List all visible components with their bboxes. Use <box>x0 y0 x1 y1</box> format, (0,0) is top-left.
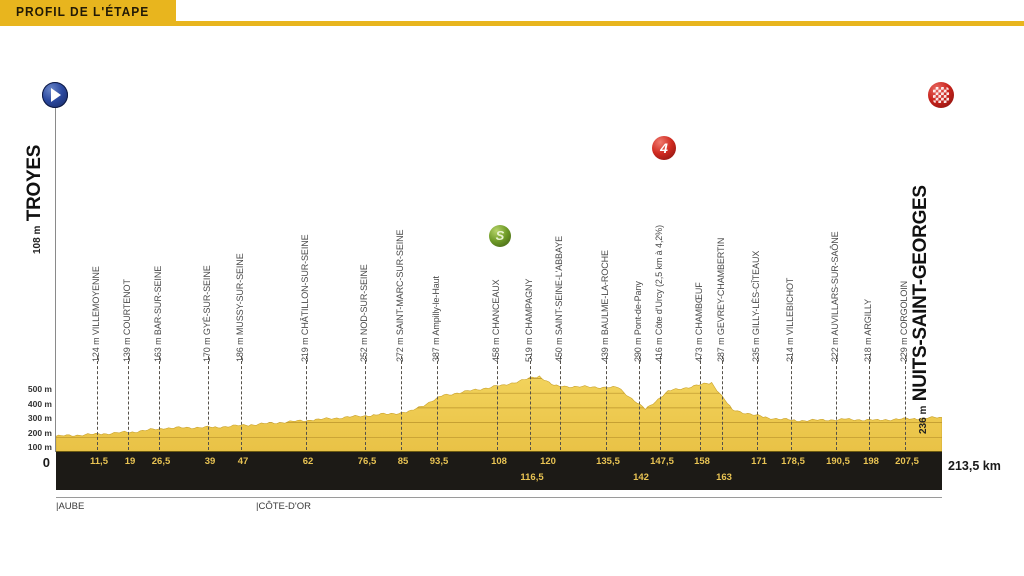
leader-line <box>722 356 723 450</box>
leader-line <box>159 356 160 450</box>
leader-line <box>869 356 870 450</box>
finish-label: 236 m NUITS-SAINT-GEORGES <box>910 185 932 434</box>
ylabel-300: 300 m <box>27 413 52 423</box>
leader-line <box>639 356 640 450</box>
start-altitude: 108 m <box>32 225 43 254</box>
leader-line <box>241 356 242 450</box>
leader-line <box>905 356 906 450</box>
distance-tick: 147,5 <box>650 456 674 467</box>
distance-tick: 135,5 <box>596 456 620 467</box>
ylabel-400: 400 m <box>27 398 52 409</box>
finish-altitude: 236 m <box>918 405 929 434</box>
distance-tick: 93,5 <box>429 456 449 467</box>
city-label: 124 m VILLEMOYENNE <box>91 266 101 362</box>
checkered-flag-icon <box>928 82 954 108</box>
profile-baseline <box>56 451 942 452</box>
distance-tick: 158 <box>694 456 710 467</box>
department-label: |CÔTE-D'OR <box>256 501 311 512</box>
leader-line <box>97 356 98 450</box>
start-label: 108 m TROYES <box>24 145 46 254</box>
leader-line <box>791 356 792 450</box>
elevation-axis-line <box>55 96 56 452</box>
distance-tick: 178,5 <box>781 456 805 467</box>
ylabel-500: 500 m <box>27 384 52 394</box>
distance-tick: 190,5 <box>826 456 850 467</box>
leader-line <box>700 356 701 450</box>
ylabel-200: 200 m <box>27 427 52 438</box>
distance-tick: 171 <box>751 456 767 467</box>
leader-line <box>606 356 607 450</box>
distance-tick: 39 <box>204 456 216 467</box>
city-label: 229 m CORGOLOIN <box>899 280 909 362</box>
city-label: 214 m VILLEBICHOT <box>785 277 795 362</box>
city-label: 290 m Pont-de-Pany <box>633 281 643 362</box>
distance-tick: 19 <box>124 456 136 467</box>
distance-tick: 163 <box>716 472 732 483</box>
department-rule <box>56 497 942 498</box>
climb-category-4-icon: 4 <box>652 136 676 160</box>
city-label: 287 m GEVREY-CHAMBERTIN <box>716 237 726 362</box>
city-label: 416 m Côte d'Urcy (2,5 km à 4,2%) <box>654 225 664 362</box>
city-label: 170 m GYÉ-SUR-SEINE <box>202 265 212 362</box>
distance-tick: 108 <box>491 456 507 467</box>
city-label: 473 m CHAMBŒUF <box>694 282 704 362</box>
start-arrow-icon <box>42 82 68 108</box>
sprint-marker-icon: S <box>489 225 511 247</box>
city-label: 186 m MUSSY-SUR-SEINE <box>235 253 245 362</box>
leader-line <box>757 356 758 450</box>
distance-tick: 11,5 <box>90 456 108 467</box>
city-label: 139 m COURTENOT <box>122 279 132 362</box>
leader-line <box>497 356 498 450</box>
city-label: 218 m ARGILLY <box>863 298 873 362</box>
distance-tick: 26,5 <box>151 456 171 467</box>
city-label: 219 m CHÂTILLON-SUR-SEINE <box>300 234 310 362</box>
elevation-axis-labels: 500 m 400 m 300 m 200 m 100 m <box>0 370 52 460</box>
distance-tick: 76,5 <box>357 456 377 467</box>
leader-line <box>836 356 837 450</box>
city-label: 272 m SAINT-MARC-SUR-SEINE <box>395 229 405 362</box>
city-label: 439 m BAULME-LA-ROCHE <box>600 250 610 362</box>
ylabel-zero: 0 <box>42 455 50 470</box>
city-label: 387 m Ampilly-le-Haut <box>431 276 441 362</box>
leader-line <box>401 356 402 450</box>
distance-tick: 47 <box>237 456 249 467</box>
leader-line <box>660 356 661 450</box>
city-label: 252 m NOD-SUR-SEINE <box>359 264 369 362</box>
terrain-fill <box>56 375 942 452</box>
department-label: |AUBE <box>56 501 85 512</box>
city-label: 222 m AUVILLARS-SUR-SAÔNE <box>830 231 840 362</box>
city-label: 458 m CHANCEAUX <box>491 279 501 362</box>
elevation-profile-chart <box>56 375 942 452</box>
leader-line <box>128 356 129 450</box>
finish-city: NUITS-SAINT-GEORGES <box>910 185 931 402</box>
leader-line <box>306 356 307 450</box>
leader-line <box>365 356 366 450</box>
leader-line <box>437 356 438 450</box>
leader-line <box>208 356 209 450</box>
ylabel-100: 100 m <box>27 442 52 452</box>
header-band-underline <box>0 21 1024 26</box>
distance-axis-bar <box>56 452 942 490</box>
distance-tick: 85 <box>397 456 409 467</box>
distance-tick: 207,5 <box>895 456 919 467</box>
leader-line <box>530 356 531 450</box>
checkered-pattern <box>933 87 949 103</box>
distance-tick: 198 <box>863 456 879 467</box>
total-distance-label: 213,5 km <box>948 459 1001 473</box>
distance-tick: 120 <box>540 456 556 467</box>
leader-line <box>560 356 561 450</box>
start-city: TROYES <box>24 144 45 222</box>
page-title: PROFIL DE L'ÉTAPE <box>16 4 150 19</box>
city-label: 519 m CHAMPAGNY <box>524 278 534 362</box>
distance-tick: 116,5 <box>520 472 544 483</box>
city-label: 163 m BAR-SUR-SEINE <box>153 265 163 362</box>
distance-tick: 62 <box>302 456 314 467</box>
distance-tick: 142 <box>633 472 649 483</box>
city-label: 450 m SAINT-SEINE-L'ABBAYE <box>554 236 564 362</box>
city-label: 235 m GILLY-LÈS-CÎTEAUX <box>751 250 761 362</box>
